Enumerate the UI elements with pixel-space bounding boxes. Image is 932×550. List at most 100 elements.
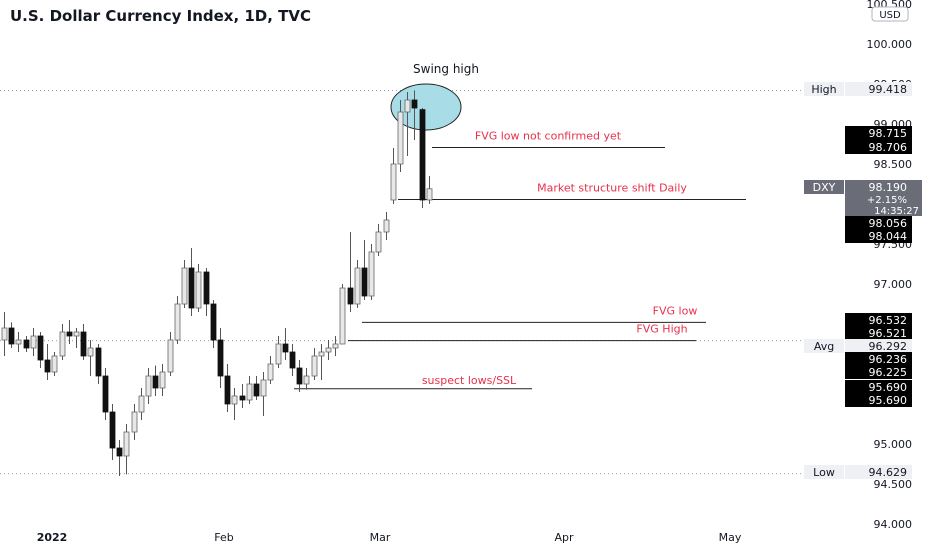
y-tick-label: 97.000 (874, 278, 913, 291)
candle-body (73, 331, 80, 337)
candles (1, 90, 433, 476)
candle-body (152, 375, 159, 389)
candle-body (109, 411, 116, 449)
candle-body (303, 375, 310, 385)
candle-body (66, 331, 73, 337)
price-tag (804, 465, 844, 479)
y-tick-label: 100.000 (867, 38, 913, 51)
annotations: Swing high FVG low not confirmed yet Marke… (413, 62, 697, 387)
price-axis[interactable]: 100.500100.00099.50099.00098.50097.50097… (867, 0, 913, 531)
candle-body (231, 395, 238, 405)
price-box (845, 352, 912, 366)
price-value: 96.236 (869, 353, 908, 366)
bar-timer: 14:35:27 (874, 206, 919, 217)
candle-body (217, 339, 224, 377)
annotation-label: FVG low not confirmed yet (475, 130, 622, 143)
x-tick-label: Feb (214, 531, 233, 544)
candle-body (210, 303, 217, 341)
price-tag-label: High (811, 83, 836, 96)
price-box (845, 380, 912, 394)
annotation-lines (294, 147, 746, 390)
candle-body (102, 375, 109, 413)
price-tag (804, 82, 844, 96)
last-change: +2.15% (867, 195, 907, 206)
candle-body (138, 395, 145, 413)
candle-body (239, 395, 246, 401)
candle-body (347, 287, 354, 305)
price-value: 96.292 (869, 340, 908, 353)
candle-body (375, 231, 382, 253)
candle-body (397, 111, 404, 165)
x-tick-label: May (719, 531, 742, 544)
currency-label: USD (879, 10, 901, 21)
candle-body (318, 351, 325, 357)
y-tick-label: 100.500 (867, 0, 913, 11)
last-price: 98.190 (869, 181, 908, 194)
candle-body (361, 267, 368, 297)
price-value: 98.056 (869, 217, 908, 230)
candle-body (51, 355, 58, 373)
price-value: 96.225 (869, 366, 908, 379)
y-tick-label: 94.000 (874, 518, 913, 531)
annotation-swing-high: Swing high (413, 62, 479, 76)
candle-body (37, 335, 44, 361)
candle-body (282, 343, 289, 353)
chart-title: U.S. Dollar Currency Index, 1D, TVC (10, 7, 311, 25)
candle-body (332, 343, 339, 349)
currency-badge[interactable]: USD (871, 6, 909, 22)
price-value: 95.690 (869, 394, 908, 407)
candle-body (95, 347, 102, 377)
candle-body (30, 335, 37, 349)
price-value: 94.629 (869, 466, 908, 479)
y-tick-label: 95.000 (874, 438, 913, 451)
candle-body (123, 431, 130, 457)
price-value: 98.044 (869, 230, 908, 243)
candle-body (383, 219, 390, 233)
candle-body (59, 331, 66, 357)
candle-body (404, 99, 411, 113)
candle-body (131, 411, 138, 433)
candle-body (1, 327, 8, 341)
candle-body (23, 339, 30, 349)
price-value: 96.532 (869, 314, 908, 327)
x-tick-label: Apr (554, 531, 574, 544)
price-box (845, 365, 912, 379)
price-box (845, 140, 912, 154)
price-box (845, 393, 912, 407)
candle-body (325, 347, 332, 353)
candle-body (275, 343, 282, 365)
annotation-label: suspect lows/SSL (422, 374, 517, 387)
price-value: 96.521 (869, 327, 908, 340)
candle-body (339, 287, 346, 345)
time-axis[interactable]: 2022 Feb Mar Apr May (37, 531, 742, 544)
candle-body (195, 271, 202, 309)
price-value: 98.715 (869, 127, 908, 140)
price-box (845, 465, 912, 479)
candle-body (246, 383, 253, 401)
price-tag (804, 339, 844, 353)
candle-body (15, 339, 22, 345)
annotation-label: FVG High (636, 323, 687, 336)
annotation-label: FVG low (653, 304, 698, 317)
candle-body (311, 355, 318, 377)
price-box (845, 339, 912, 353)
candle-body (116, 447, 123, 457)
candle-body (87, 347, 94, 357)
candle-body (174, 303, 181, 341)
price-value: 95.690 (869, 381, 908, 394)
candle-body (426, 188, 433, 201)
price-value: 98.706 (869, 141, 908, 154)
candle-body (253, 383, 260, 397)
price-box (845, 313, 912, 327)
price-box (845, 82, 912, 96)
y-tick-label: 98.500 (874, 158, 913, 171)
candle-body (167, 339, 174, 373)
candle-body (289, 351, 296, 369)
candle-body (267, 363, 274, 381)
dxy-tag (804, 180, 844, 194)
price-box (845, 229, 912, 243)
candle-body (368, 251, 375, 297)
last-price-box (845, 180, 922, 216)
